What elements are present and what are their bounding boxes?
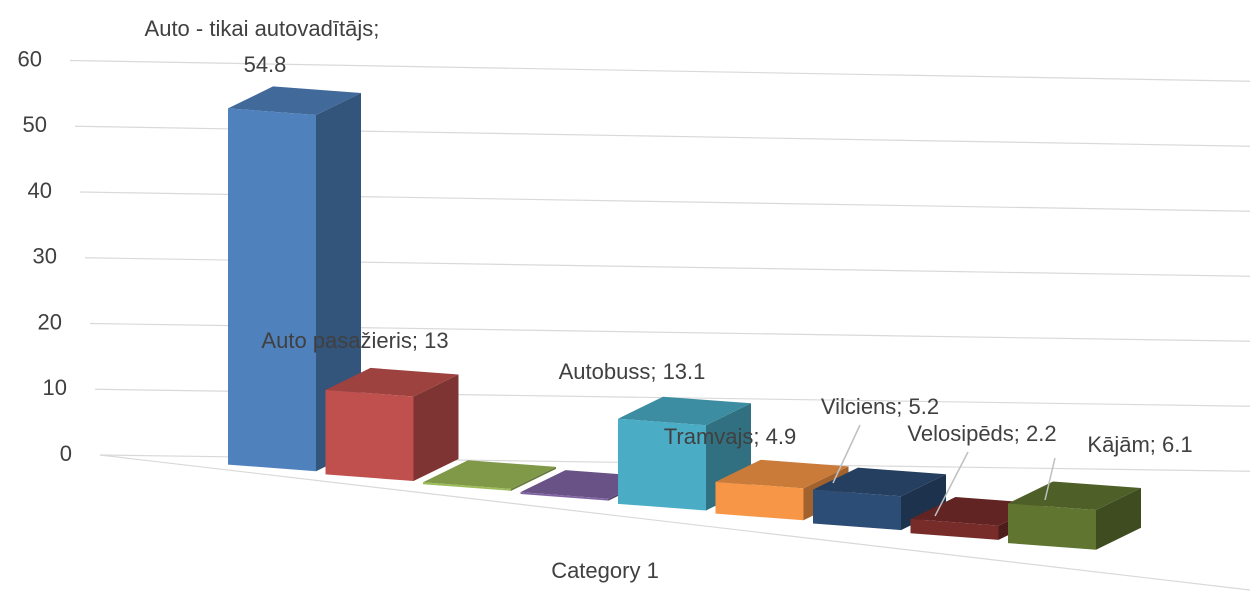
- label-value: 4.9: [766, 424, 797, 449]
- bar-top: [715, 459, 849, 489]
- leader-line: [832, 424, 861, 484]
- bar-top: [423, 460, 556, 489]
- label-value: 5.2: [909, 394, 940, 419]
- leader-line: [934, 451, 969, 517]
- label-name: Velosipēds: [907, 421, 1013, 446]
- data-label: Kājām; 6.1: [1087, 432, 1192, 457]
- data-label: Auto - tikai autovadītājs; 54.8: [145, 16, 386, 77]
- label-separator: ;: [1150, 432, 1162, 457]
- bar-side: [511, 466, 556, 491]
- bar-top: [1008, 481, 1141, 511]
- data-label: Tramvajs; 4.9: [664, 424, 796, 449]
- floor-edge: [99, 454, 1251, 591]
- bar-side: [316, 93, 361, 472]
- bar-front: [520, 492, 609, 501]
- label-separator: ;: [896, 394, 908, 419]
- bar-side: [901, 474, 946, 531]
- bar: [228, 86, 361, 472]
- bar: [325, 367, 459, 482]
- bar-front: [325, 389, 414, 482]
- label-name: Vilciens: [821, 394, 896, 419]
- y-tick-label: 10: [43, 375, 67, 400]
- label-separator: ;: [753, 424, 765, 449]
- bar: [813, 467, 946, 531]
- label-value: 6.1: [1162, 432, 1193, 457]
- bar-front: [1008, 503, 1096, 550]
- bar-front: [423, 482, 511, 491]
- y-tick-label: 30: [33, 244, 57, 269]
- label-name: Auto pasažieris: [261, 328, 411, 353]
- bar-top: [618, 396, 751, 426]
- label-value: 2.2: [1026, 421, 1057, 446]
- bar-front: [715, 481, 804, 521]
- label-separator: ;: [412, 328, 424, 353]
- label-name: Tramvajs: [664, 424, 754, 449]
- label-separator: ;: [373, 16, 385, 41]
- bar-side: [413, 374, 459, 482]
- bar-front: [618, 418, 706, 511]
- grid-line: [69, 59, 1251, 82]
- label-value: 13: [424, 328, 448, 353]
- data-label: Auto pasažieris; 13: [261, 328, 448, 353]
- data-label: Vilciens; 5.2: [821, 394, 939, 419]
- bar: [1008, 481, 1141, 550]
- leader-line: [1044, 457, 1056, 501]
- label-value: 13.1: [663, 359, 706, 384]
- bar-front: [910, 518, 999, 540]
- y-tick-label: 40: [28, 178, 52, 203]
- bar-front: [813, 489, 901, 531]
- label-value: 54.8: [244, 52, 287, 77]
- data-label: Velosipēds; 2.2: [907, 421, 1056, 446]
- label-name: Auto - tikai autovadītājs: [145, 16, 374, 41]
- y-tick-label: 60: [18, 46, 42, 71]
- label-separator: ;: [650, 359, 662, 384]
- x-tick-label: Category 1: [551, 558, 659, 583]
- bar-front: [228, 108, 316, 472]
- data-label: Autobuss; 13.1: [559, 359, 706, 384]
- y-tick-label: 0: [60, 441, 72, 466]
- bar-top: [228, 86, 361, 115]
- bar-top: [325, 367, 459, 397]
- label-name: Autobuss: [559, 359, 651, 384]
- bar-side: [1096, 488, 1141, 550]
- label-name: Kājām: [1087, 432, 1149, 457]
- bar-top: [813, 467, 946, 497]
- y-tick-label: 20: [38, 309, 62, 334]
- label-separator: ;: [1014, 421, 1026, 446]
- y-tick-label: 50: [23, 112, 47, 137]
- bar: [423, 460, 556, 491]
